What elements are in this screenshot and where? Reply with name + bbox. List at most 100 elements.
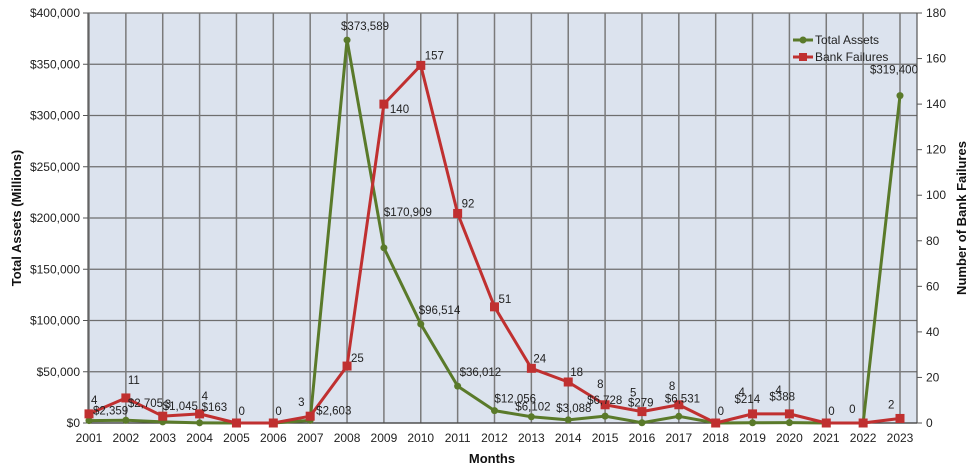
series-lines <box>84 36 905 428</box>
y2-axis-title: Number of Bank Failures <box>954 141 969 295</box>
data-point <box>196 419 204 427</box>
data-label: 24 <box>533 353 546 365</box>
y-tick-label: $100,000 <box>30 314 80 328</box>
x-tick-label: 2021 <box>813 431 840 445</box>
data-point <box>896 92 904 100</box>
data-label: 140 <box>390 104 409 116</box>
data-label: $163 <box>202 402 228 414</box>
y-tick-label: $350,000 <box>30 57 80 71</box>
circle-marker-icon <box>799 36 807 44</box>
data-label: $388 <box>769 392 795 404</box>
data-label: $6,728 <box>587 395 622 407</box>
y2-tick-label: 100 <box>926 188 946 202</box>
y-tick-label: $150,000 <box>30 262 80 276</box>
x-tick-label: 2004 <box>186 431 213 445</box>
data-point <box>526 363 536 373</box>
square-marker-icon <box>799 53 807 61</box>
data-point <box>121 393 131 403</box>
data-point <box>85 417 93 425</box>
y2-tick-label: 40 <box>926 325 940 339</box>
y2-tick-label: 180 <box>926 6 946 20</box>
x-tick-label: 2020 <box>776 431 803 445</box>
x-tick-label: 2017 <box>665 431 692 445</box>
data-label: 92 <box>462 198 475 210</box>
data-label: $3,088 <box>556 403 591 415</box>
data-point <box>342 361 352 371</box>
data-point <box>454 382 462 390</box>
data-label: 51 <box>499 294 512 306</box>
data-point <box>380 244 388 252</box>
data-point <box>564 416 572 424</box>
data-label: 3 <box>298 397 304 409</box>
data-label: 8 <box>597 379 603 391</box>
data-label: $2,705 <box>128 398 163 410</box>
data-point <box>305 411 315 421</box>
data-label: 157 <box>425 50 444 62</box>
legend-item-total-assets: Total Assets <box>793 33 879 47</box>
data-label: 4 <box>202 391 209 403</box>
y-tick-label: $200,000 <box>30 211 80 225</box>
gridlines <box>88 12 917 424</box>
data-point <box>491 407 498 415</box>
data-point <box>749 419 757 427</box>
data-point <box>195 409 205 419</box>
legend-label: Total Assets <box>815 33 879 47</box>
data-label: 11 <box>128 375 140 387</box>
data-label: 4 <box>91 395 98 407</box>
data-label: $12,056 <box>495 394 537 406</box>
data-label: $36,012 <box>460 367 502 379</box>
y-axis-title: Total Assets (Millions) <box>9 150 24 287</box>
x-tick-label: 2019 <box>739 431 766 445</box>
data-label: $1,045 <box>163 401 198 413</box>
data-point <box>601 412 609 420</box>
y2-tick-label: 120 <box>926 143 946 157</box>
data-point <box>122 416 130 424</box>
data-label: $319,400 <box>870 65 918 77</box>
data-point <box>343 36 351 44</box>
data-label: 0 <box>238 406 244 418</box>
data-point <box>858 418 868 428</box>
data-label: 4 <box>739 387 746 399</box>
x-axis-title: Months <box>469 451 515 466</box>
x-tick-label: 2002 <box>113 431 140 445</box>
x-tick-label: 2007 <box>297 431 324 445</box>
y-tick-label: $0 <box>67 416 81 430</box>
data-point <box>785 419 793 427</box>
data-point <box>674 400 684 410</box>
y2-tick-label: 160 <box>926 52 946 66</box>
y2-tick-label: 60 <box>926 279 940 293</box>
data-label: 4 <box>775 385 782 397</box>
y-tick-label: $250,000 <box>30 160 80 174</box>
y2-tick-label: 140 <box>926 97 946 111</box>
data-point <box>675 412 683 420</box>
x-tick-label: 2003 <box>149 431 176 445</box>
data-label: $170,909 <box>384 207 432 219</box>
data-point <box>158 411 168 421</box>
y2-tick-label: 20 <box>926 370 940 384</box>
data-label: $279 <box>628 398 654 410</box>
y-tick-label: $400,000 <box>30 6 80 20</box>
x-tick-label: 2008 <box>334 431 361 445</box>
data-label: 0 <box>828 406 834 418</box>
data-label: 18 <box>570 367 583 379</box>
data-point <box>417 320 425 328</box>
data-point <box>231 418 241 428</box>
data-point <box>637 407 647 417</box>
data-label: 0 <box>718 406 724 418</box>
data-label: $6,102 <box>515 402 550 414</box>
data-point <box>821 418 831 428</box>
x-tick-label: 2015 <box>592 431 619 445</box>
data-point <box>784 409 794 419</box>
x-tick-label: 2022 <box>850 431 877 445</box>
data-point <box>600 400 610 410</box>
data-label: $214 <box>735 394 761 406</box>
data-label: $6,531 <box>665 393 700 405</box>
x-tick-label: 2014 <box>555 431 582 445</box>
x-tick-label: 2023 <box>887 431 914 445</box>
data-label: 5 <box>630 388 636 400</box>
data-point <box>748 409 758 419</box>
data-label: 0 <box>275 406 281 418</box>
x-tick-label: 2010 <box>407 431 434 445</box>
data-label: 8 <box>669 381 675 393</box>
